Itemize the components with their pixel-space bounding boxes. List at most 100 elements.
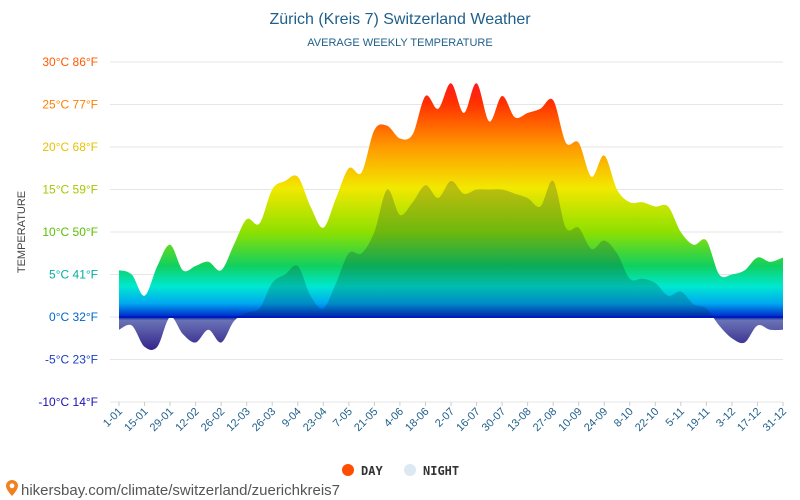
day-point [436,107,440,111]
y-tick-label: 25°C 77°F [42,98,98,112]
night-point [347,251,351,255]
day-point [704,239,708,243]
night-point [219,341,223,345]
day-point [526,111,530,115]
night-point [781,328,785,332]
x-tick-label: 23-04 [301,406,329,434]
day-point [781,256,785,260]
night-point [449,179,453,183]
x-tick-label: 24-09 [582,406,610,434]
y-tick-label: -10°C 14°F [38,395,98,409]
y-tick-label: 0°C 32°F [49,310,98,324]
x-tick-label: 5-11 [663,406,686,429]
x-tick-label: 12-03 [224,406,252,434]
legend-night-marker [404,464,416,476]
day-point [564,141,568,145]
day-point [117,268,121,272]
day-point [296,175,300,179]
night-point [130,324,134,328]
chart-title: Zürich (Kreis 7) Switzerland Weather [269,11,531,28]
day-point [194,264,198,268]
day-point [755,256,759,260]
y-tick-label: 5°C 41°F [49,268,98,282]
day-point [321,226,325,230]
night-point [743,341,747,345]
night-point [538,205,542,209]
day-point [679,230,683,234]
night-area [119,180,783,350]
night-point [628,277,632,281]
source-text: hikersbay.com/climate/switzerland/zueric… [21,482,340,499]
night-point [194,341,198,345]
day-point [449,81,453,85]
night-area-shade [119,180,783,350]
x-tick-label: 18-06 [403,406,431,434]
legend-item-night[interactable]: NIGHT [404,464,459,478]
day-point [768,260,772,264]
day-point [717,273,721,277]
night-point [245,311,249,315]
day-point [577,141,581,145]
x-tick-label: 27-08 [531,406,559,434]
night-point [436,196,440,200]
day-point [589,175,593,179]
night-point [168,315,172,319]
x-tick-label: 13-08 [505,406,533,434]
night-point [641,277,645,281]
day-point [181,268,185,272]
day-point [360,171,364,175]
night-point [117,328,121,332]
night-point [679,290,683,294]
y-axis-label: TEMPERATURE [16,191,28,273]
day-point [309,205,313,209]
night-point [692,302,696,306]
night-point [730,336,734,340]
day-point [513,115,517,119]
day-point [143,294,147,298]
day-point [168,243,172,247]
source-link[interactable]: hikersbay.com/climate/switzerland/zueric… [6,480,340,499]
y-tick-label: -5°C 23°F [45,353,98,367]
day-point [500,94,504,98]
x-tick-label: 22-10 [633,406,661,434]
day-point [334,196,338,200]
y-tick-label: 30°C 86°F [42,55,98,69]
day-point [206,260,210,264]
night-point [296,264,300,268]
day-point [385,124,389,128]
night-point [551,179,555,183]
night-point [513,192,517,196]
x-tick-label: 12-02 [173,406,201,434]
y-axis-ticks: 30°C 86°F 25°C 77°F 20°C 68°F 15°C 59°F 10°C… [38,55,98,409]
x-tick-label: 26-02 [199,406,227,434]
night-point [462,192,466,196]
day-point [475,81,479,85]
y-tick-label: 15°C 59°F [42,183,98,197]
night-point [321,307,325,311]
day-point [641,200,645,204]
night-point [257,307,261,311]
x-tick-label: 10-09 [556,406,584,434]
day-point [347,166,351,170]
day-point [462,111,466,115]
day-point [602,154,606,158]
legend-item-day[interactable]: DAY [342,464,383,478]
day-point [130,273,134,277]
night-point [270,281,274,285]
x-tick-label: 21-05 [352,406,380,434]
legend-day-label: DAY [361,464,383,478]
x-tick-label: 15-01 [122,406,150,434]
y-tick-label: 20°C 68°F [42,140,98,154]
night-point [232,319,236,323]
day-point [743,268,747,272]
x-tick-label: 29-01 [148,406,176,434]
night-point [423,183,427,187]
legend: DAY NIGHT [342,464,459,478]
day-point [155,264,159,268]
x-tick-label: 17-12 [735,406,763,434]
day-point [692,243,696,247]
night-point [206,328,210,332]
night-point [615,251,619,255]
